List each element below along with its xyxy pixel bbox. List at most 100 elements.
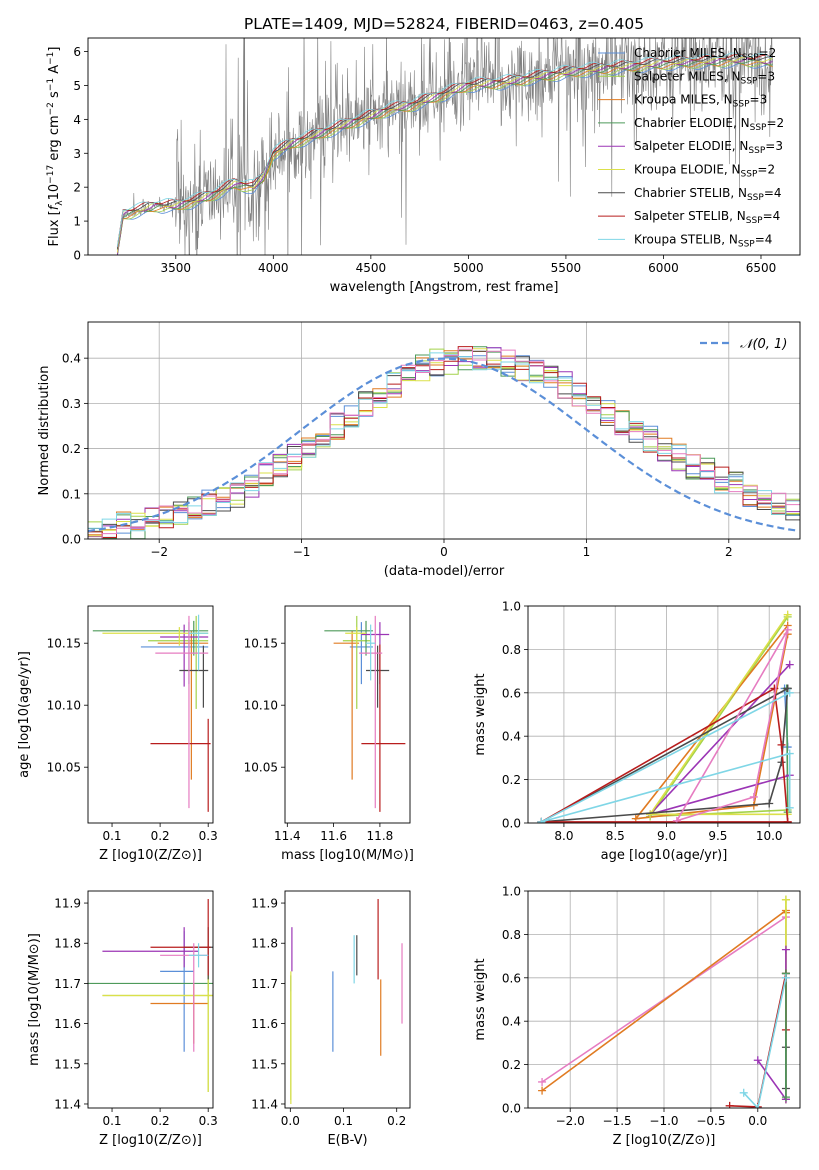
legend-nssp: =4 — [764, 186, 782, 200]
legend-subscript: SSP — [741, 170, 758, 180]
y-tick-label: 11.6 — [54, 1017, 81, 1031]
x-tick-label: 0.3 — [199, 1114, 218, 1128]
y-tick-label: 10.10 — [244, 699, 278, 713]
y-tick-label: 0.8 — [502, 643, 521, 657]
x-axis-label: wavelength [Angstrom, rest frame] — [330, 280, 559, 295]
weight_vs_Z-lines — [538, 895, 790, 1108]
age_vs_mass-points — [324, 615, 406, 812]
x-axis-label: Z [log10(Z/Z⊙)] — [613, 1133, 716, 1148]
y-axis-label-part: −2 — [46, 102, 56, 115]
y-tick-label: 11.4 — [251, 1097, 278, 1111]
y-axis-label: Normed distribution — [37, 366, 52, 496]
x-tick-label: 0.3 — [199, 829, 218, 843]
legend-subscript: SSP — [738, 239, 755, 249]
age_vs_mass-frame — [284, 605, 411, 824]
x-tick-label: −1.5 — [603, 1114, 632, 1128]
weight-marker — [538, 1086, 547, 1095]
weight-marker — [783, 625, 792, 634]
y-tick-label: 10.05 — [47, 761, 81, 775]
legend-subscript: SSP — [747, 193, 764, 203]
y-axis-label-part: λ — [55, 200, 65, 206]
x-axis-label: age [log10(age/yr)] — [601, 848, 728, 863]
x-tick-label: 10.0 — [756, 829, 783, 843]
histogram-plot — [88, 346, 800, 539]
x-tick-label: 5000 — [453, 261, 484, 275]
age_vs_Z-points — [92, 614, 211, 812]
legend-entry: Salpeter ELODIE, NSSP=3 — [634, 139, 783, 156]
mass_vs_ebv-axes: 0.0 0.1 0.2 11.4 11.5 11.6 11.7 11.8 11.9 — [251, 897, 406, 1128]
y-axis-label-part: −1 — [46, 52, 56, 65]
y-tick-label: 2 — [73, 181, 81, 195]
x-tick-label: 6000 — [648, 261, 679, 275]
y-axis-label-part: −17 — [46, 165, 56, 184]
legend-model-name: Chabrier STELIB, N — [634, 186, 747, 200]
x-axis-label: (data-model)/error — [384, 564, 505, 579]
y-axis-label-part: Flux [ — [47, 210, 62, 246]
x-tick-label: −2.0 — [556, 1114, 585, 1128]
weight-marker — [777, 758, 786, 767]
weight-marker — [783, 610, 792, 619]
y-axis-label: mass [log10(M/M⊙)] — [27, 933, 42, 1066]
legend-model-name: Kroupa STELIB, N — [634, 232, 738, 246]
x-axis-label: E(B-V) — [327, 1133, 367, 1148]
y-tick-label: 0.2 — [502, 1058, 521, 1072]
y-tick-label: 0.1 — [62, 487, 81, 501]
legend-entry: Kroupa STELIB, NSSP=4 — [634, 232, 772, 249]
y-tick-label: 11.8 — [54, 937, 81, 951]
y-tick-label: 0.3 — [62, 397, 81, 411]
x-tick-label: 0.2 — [151, 829, 170, 843]
mass_vs_Z-points — [88, 899, 213, 1092]
weight-marker — [785, 660, 794, 669]
x-tick-label: 11.6 — [320, 829, 347, 843]
y-axis-label-part: f — [47, 203, 62, 210]
y-tick-label: 0.2 — [62, 442, 81, 456]
weight-line — [785, 688, 789, 813]
legend-nssp: =3 — [765, 139, 783, 153]
y-axis-label: age [log10(age/yr)] — [17, 651, 32, 778]
x-tick-label: −1.0 — [649, 1114, 678, 1128]
x-tick-label: 1 — [583, 545, 591, 559]
y-tick-label: 1.0 — [502, 885, 521, 899]
spectrum-axes: 3500 4000 4500 5000 5500 6000 6500 0 1 2 3 4 5 6 — [73, 45, 776, 275]
x-tick-label: 0.0 — [281, 1114, 300, 1128]
age_vs_Z-frame — [87, 605, 214, 824]
legend-entry: Kroupa ELODIE, NSSP=2 — [634, 163, 775, 180]
y-tick-label: 0.0 — [62, 533, 81, 547]
weight-marker — [753, 1104, 762, 1108]
spectrum-data-line — [117, 38, 773, 255]
y-axis-label: mass weight — [473, 673, 488, 755]
y-tick-label: 0.6 — [502, 971, 521, 985]
weight-marker — [785, 749, 794, 758]
y-tick-label: 0.6 — [502, 686, 521, 700]
legend-entry: Chabrier MILES, NSSP=2 — [634, 46, 776, 63]
legend-nssp: =2 — [757, 163, 775, 177]
x-tick-label: 0.1 — [102, 829, 121, 843]
mass_vs_ebv-frame — [284, 890, 411, 1109]
y-axis-label-part: 10 — [47, 184, 62, 201]
spectrum-plot — [116, 38, 773, 255]
x-tick-label: 9.0 — [657, 829, 676, 843]
weight_vs_age-axes: 8.0 8.5 9.0 9.5 10.0 0.0 0.2 0.4 0.6 0.8 1.0 — [502, 600, 800, 843]
legend-model-name: Salpeter STELIB, N — [634, 209, 746, 223]
legend-nssp: =4 — [763, 209, 781, 223]
legend-entry: 𝒩(0, 1) — [740, 337, 787, 352]
age_vs_mass-axes: 11.4 11.6 11.8 10.05 10.10 10.15 — [244, 637, 394, 843]
histogram-step — [88, 346, 800, 538]
weight-marker — [646, 810, 655, 819]
legend-nssp: =3 — [750, 93, 768, 107]
x-tick-label: 6500 — [746, 261, 777, 275]
legend-subscript: SSP — [741, 76, 758, 86]
y-tick-label: 0.8 — [502, 928, 521, 942]
y-axis-label: Flux [fλ10−17 erg cm−2 s−1 A−1] — [46, 47, 65, 247]
y-tick-label: 10.15 — [244, 637, 278, 651]
y-tick-label: 11.7 — [251, 977, 278, 991]
weight-marker — [770, 684, 779, 693]
mass_vs_ebv-points — [290, 899, 403, 1104]
x-tick-label: −1 — [293, 545, 311, 559]
legend-model-name: Salpeter MILES, N — [634, 69, 741, 83]
x-tick-label: 0.0 — [748, 1114, 767, 1128]
y-axis-label-part: ] — [47, 47, 62, 52]
weight-marker — [781, 1093, 790, 1102]
